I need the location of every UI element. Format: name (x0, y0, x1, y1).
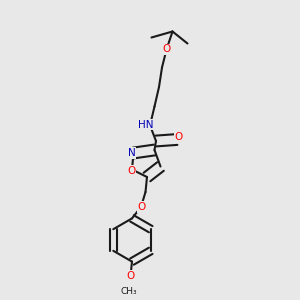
Text: HN: HN (138, 119, 153, 130)
Text: N: N (128, 148, 136, 158)
Text: CH₃: CH₃ (121, 286, 137, 296)
Text: O: O (138, 202, 146, 212)
Text: O: O (174, 132, 183, 142)
Text: O: O (126, 271, 135, 281)
Text: O: O (127, 166, 135, 176)
Text: O: O (162, 44, 171, 55)
